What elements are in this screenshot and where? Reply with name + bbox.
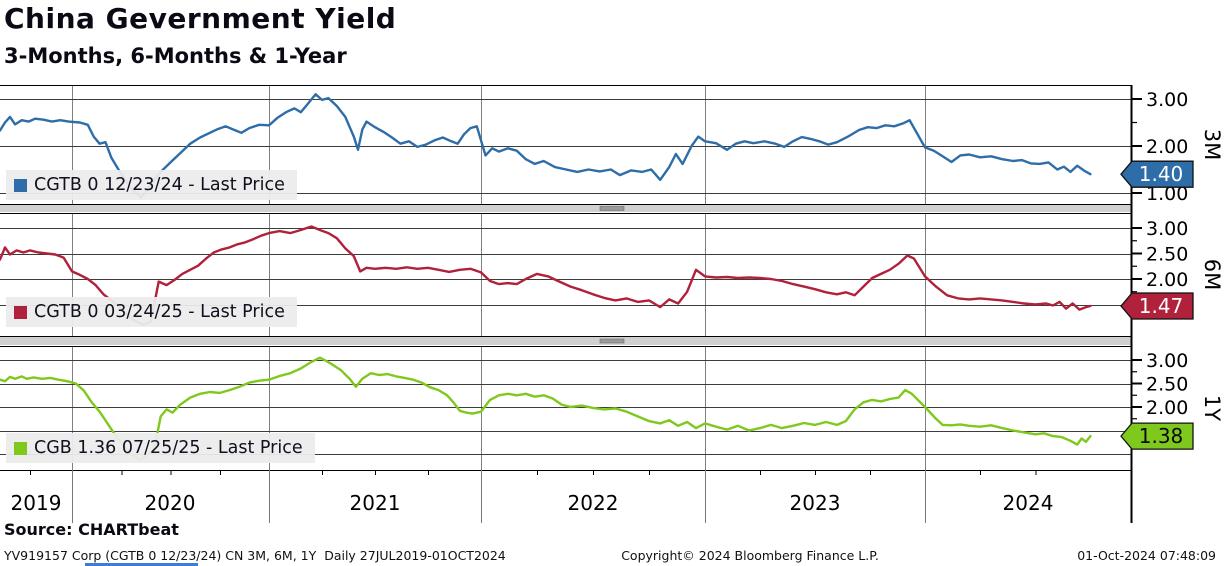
last-price-value: 1.38 (1139, 424, 1184, 448)
separator-handle[interactable] (599, 206, 625, 211)
panel-separator[interactable] (0, 337, 1131, 345)
y-tick-label: 2.50 (1146, 244, 1188, 266)
year-label: 2021 (350, 491, 401, 515)
legend-swatch-3m (14, 178, 27, 192)
panel-separator[interactable] (0, 205, 1131, 212)
panel-6m[interactable]: 3.002.502.001.506M (0, 213, 1224, 337)
panel-label-1y: 1Y (1200, 395, 1224, 421)
y-tick-label: 1.00 (1146, 183, 1188, 205)
panel-3m[interactable]: 3.00 2.00 1.00 3M (0, 85, 1224, 205)
last-price-value: 1.40 (1139, 162, 1184, 186)
legend-label-6m: CGTB 0 03/24/25 - Last Price (34, 302, 285, 322)
legend-1y[interactable]: CGB 1.36 07/25/25 - Last Price (6, 433, 315, 463)
year-label: 2022 (568, 491, 619, 515)
y-tick-label: 3.00 (1146, 89, 1188, 111)
y-tick-label: 2.00 (1146, 397, 1188, 419)
last-price-value: 1.47 (1139, 294, 1184, 318)
footer-copyright: Copyright© 2024 Bloomberg Finance L.P. (621, 548, 879, 563)
bottom-edge-artifact (85, 563, 198, 566)
chart-subtitle: 3-Months, 6-Months & 1-Year (4, 44, 347, 68)
source-line: Source: CHARTbeat (4, 520, 179, 539)
last-price-badge-1y[interactable]: 1.38 (1120, 422, 1194, 450)
series-line-6m[interactable] (0, 225, 1092, 327)
panel-label-3m: 3M (1200, 129, 1224, 160)
legend-swatch-6m (14, 305, 27, 319)
panel-label-6m: 6M (1200, 259, 1224, 290)
legend-label-1y: CGB 1.36 07/25/25 - Last Price (34, 438, 303, 458)
year-label: 2019 (11, 491, 62, 515)
y-tick-label: 2.50 (1146, 374, 1188, 396)
y-tick-label: 3.00 (1146, 218, 1188, 240)
separator-handle[interactable] (599, 338, 625, 344)
y-tick-label: 2.00 (1146, 136, 1188, 158)
footer-timestamp: 01-Oct-2024 07:48:09 (1077, 548, 1216, 563)
legend-swatch-1y (14, 441, 27, 455)
last-price-badge-3m[interactable]: 1.40 (1120, 160, 1194, 188)
series-line-3m[interactable] (0, 93, 1092, 199)
y-tick-label: 2.00 (1146, 269, 1188, 291)
year-label: 2020 (145, 491, 196, 515)
footer-security-info: YV919157 Corp (CGTB 0 12/23/24) CN 3M, 6… (4, 548, 506, 563)
year-label: 2024 (1003, 491, 1054, 515)
chart-title: China Gevernment Yield (4, 2, 397, 35)
legend-3m[interactable]: CGTB 0 12/23/24 - Last Price (6, 170, 297, 200)
last-price-badge-6m[interactable]: 1.47 (1120, 292, 1194, 320)
y-tick-label: 3.00 (1146, 350, 1188, 372)
legend-6m[interactable]: CGTB 0 03/24/25 - Last Price (6, 297, 297, 327)
year-label: 2023 (790, 491, 841, 515)
legend-label-3m: CGTB 0 12/23/24 - Last Price (34, 175, 285, 195)
